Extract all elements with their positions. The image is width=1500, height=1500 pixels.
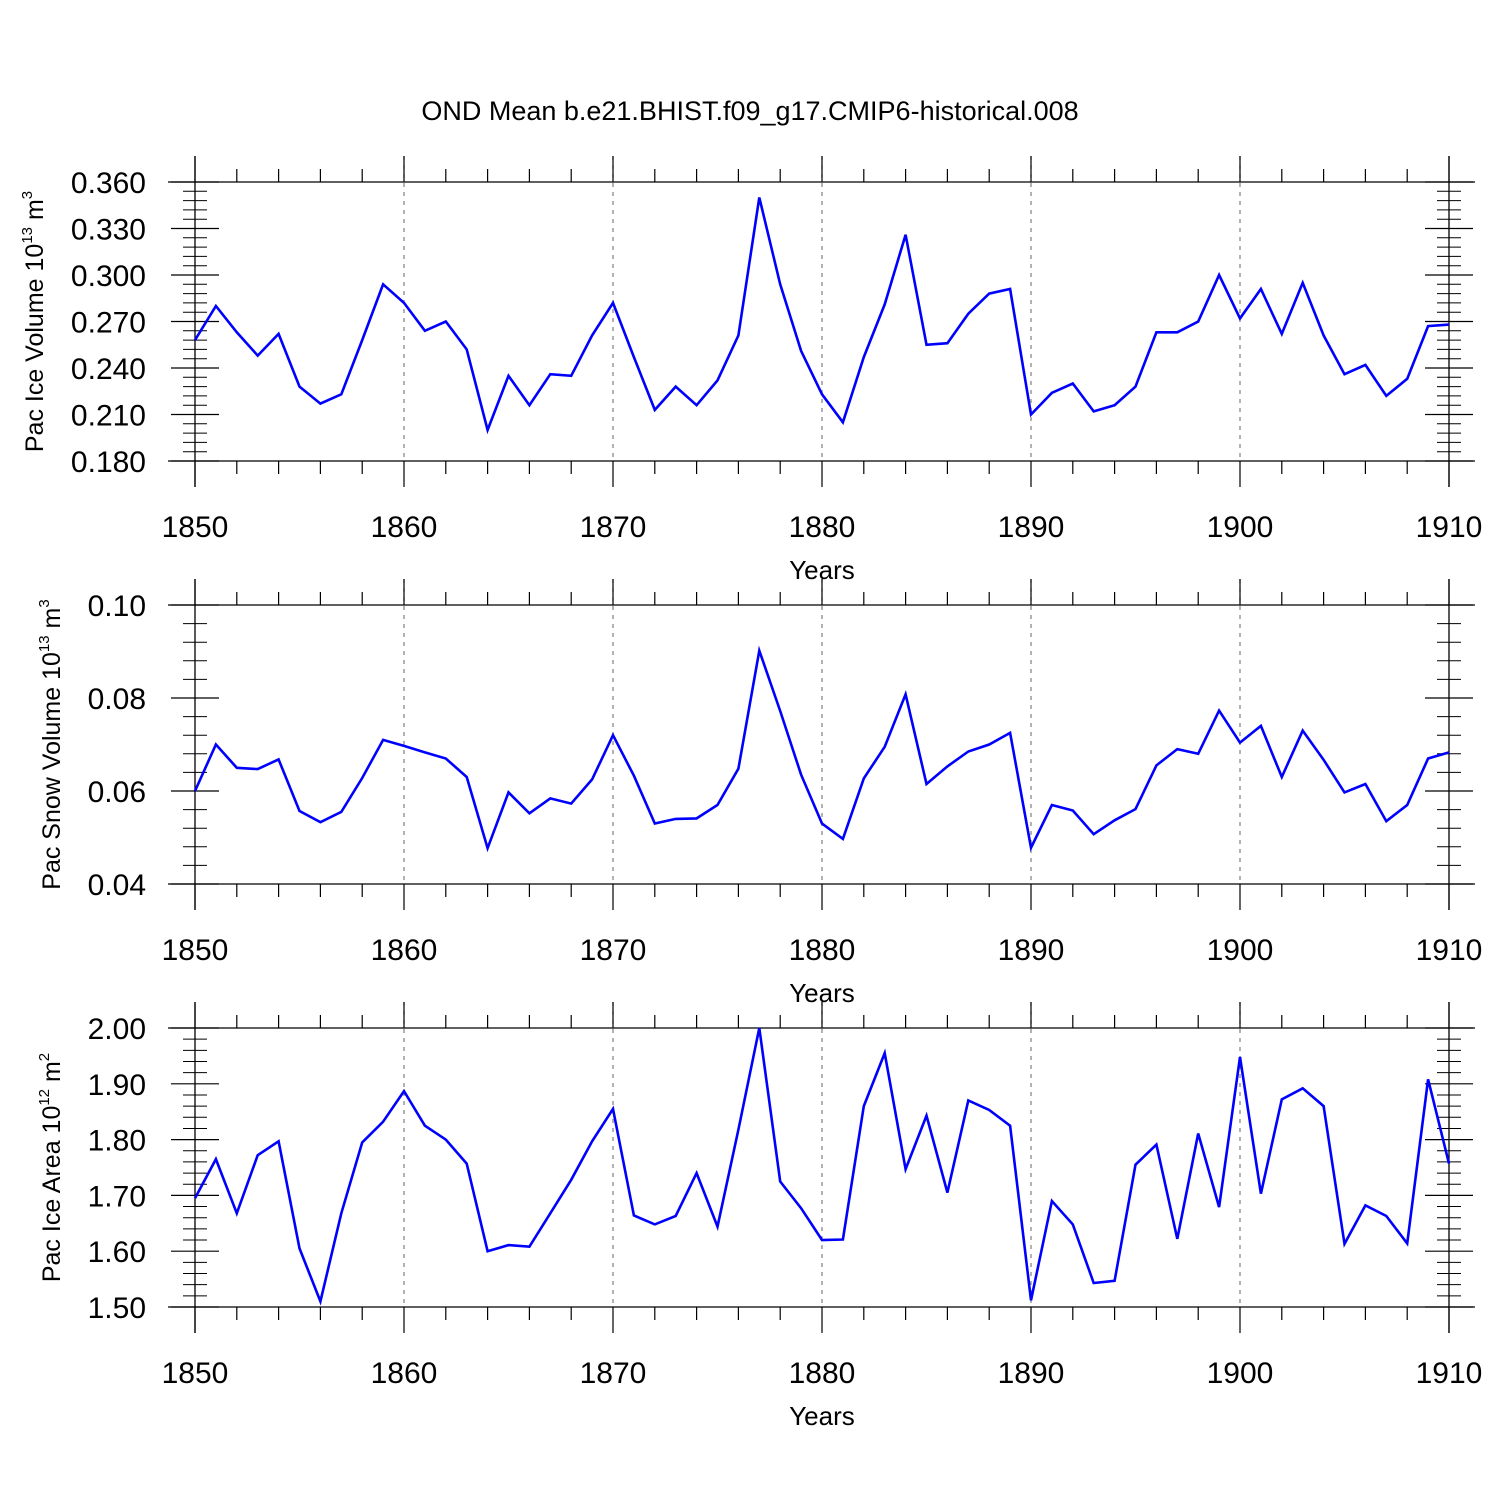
y-tick-label: 0.270 — [71, 307, 146, 340]
y-tick-label: 0.180 — [71, 446, 146, 479]
panel-ice-area: 1850 1860 1870 1880 1890 1900 1910 Years 1.50 1.6… — [36, 1002, 1482, 1431]
y-tick-label: 0.10 — [88, 590, 146, 623]
y-axis-label: Pac Ice Area 1012 m2 — [36, 1053, 66, 1282]
y-tick-label: 0.330 — [71, 214, 146, 247]
x-tick-label: 1890 — [998, 934, 1065, 967]
x-tick-label: 1910 — [1416, 934, 1483, 967]
figure-title: OND Mean b.e21.BHIST.f09_g17.CMIP6-histo… — [421, 96, 1078, 126]
x-tick-label: 1880 — [789, 1357, 856, 1390]
y-tick-label: 0.360 — [71, 167, 146, 200]
x-tick-label: 1880 — [789, 934, 856, 967]
y-tick-label: 0.240 — [71, 353, 146, 386]
x-tick-label: 1910 — [1416, 1357, 1483, 1390]
y-tick-label: 2.00 — [88, 1013, 146, 1046]
y-tick-label: 0.04 — [88, 869, 146, 902]
x-tick-label: 1860 — [371, 511, 438, 544]
y-tick-label: 0.300 — [71, 260, 146, 293]
x-tick-label: 1870 — [580, 1357, 647, 1390]
y-axis-label: Pac Snow Volume 1013 m3 — [36, 599, 66, 889]
y-tick-label: 0.06 — [88, 776, 146, 809]
x-tick-label: 1890 — [998, 1357, 1065, 1390]
x-tick-label: 1900 — [1207, 1357, 1274, 1390]
series-line — [193, 645, 1450, 853]
x-tick-label: 1900 — [1207, 934, 1274, 967]
y-tick-label: 1.60 — [88, 1236, 146, 1269]
x-tick-label: 1850 — [162, 934, 229, 967]
x-tick-label: 1870 — [580, 934, 647, 967]
x-tick-label: 1900 — [1207, 511, 1274, 544]
y-axis-label: Pac Ice Volume 1013 m3 — [19, 191, 49, 452]
series-line — [193, 197, 1450, 435]
y-tick-label: 0.210 — [71, 400, 146, 433]
x-tick-label: 1860 — [371, 1357, 438, 1390]
x-tick-label: 1850 — [162, 1357, 229, 1390]
x-tick-label: 1850 — [162, 511, 229, 544]
x-tick-label: 1910 — [1416, 511, 1483, 544]
x-tick-label: 1880 — [789, 511, 856, 544]
x-axis-label: Years — [789, 1401, 855, 1431]
series-line — [193, 1027, 1451, 1306]
y-tick-label: 1.50 — [88, 1292, 146, 1325]
x-tick-label: 1870 — [580, 511, 647, 544]
y-tick-label: 0.08 — [88, 683, 146, 716]
y-tick-label: 1.90 — [88, 1069, 146, 1102]
x-tick-label: 1890 — [998, 511, 1065, 544]
y-tick-label: 1.70 — [88, 1180, 146, 1213]
panel-snow-volume: 1850 1860 1870 1880 1890 1900 1910Years0.040.0… — [36, 579, 1482, 1008]
panel-ice-volume: 1850 1860 1870 1880 1890 1900 1910Years0.1800.… — [19, 156, 1482, 585]
x-tick-label: 1860 — [371, 934, 438, 967]
y-tick-label: 1.80 — [88, 1125, 146, 1158]
